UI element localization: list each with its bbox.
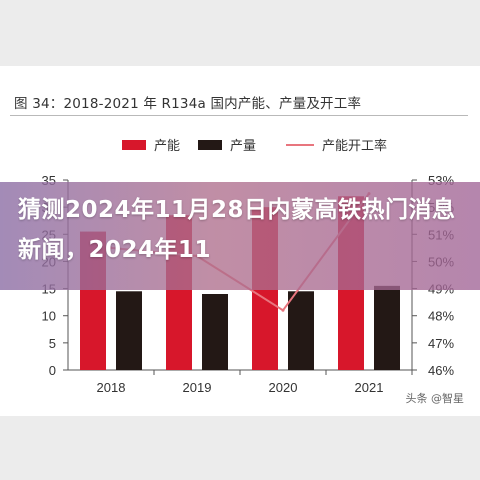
y-tick-label-left: 10 — [42, 309, 56, 324]
title-divider — [10, 115, 468, 116]
figure-title: 图 34：2018-2021 年 R134a 国内产能、产量及开工率 — [14, 96, 362, 112]
legend-swatch-capacity — [122, 140, 146, 150]
bar-output — [202, 294, 228, 370]
x-tick-label: 2019 — [183, 380, 212, 395]
bar-output — [116, 291, 142, 370]
headline-text[interactable]: 猜测2024年11月28日内蒙高铁热门消息新闻，2024年11 — [18, 197, 456, 263]
y-tick-label-right: 46% — [428, 363, 454, 378]
legend-label: 产量 — [230, 139, 256, 154]
x-tick-label: 2018 — [97, 380, 126, 395]
bar-output — [374, 285, 400, 370]
legend-label: 产能开工率 — [322, 138, 387, 154]
y-tick-label-left: 0 — [49, 363, 56, 378]
legend-swatch-output — [198, 140, 222, 150]
x-tick-label: 2020 — [269, 380, 298, 395]
line-point — [281, 308, 285, 312]
headline-banner — [0, 182, 480, 290]
x-tick-label: 2021 — [355, 380, 384, 395]
y-tick-label-right: 48% — [428, 309, 454, 324]
bar-output — [288, 291, 314, 370]
legend-label: 产能 — [154, 139, 180, 154]
y-tick-label-right: 47% — [428, 336, 454, 351]
y-tick-label-left: 5 — [49, 336, 56, 351]
watermark-text: 头条 @智星 — [405, 392, 465, 405]
